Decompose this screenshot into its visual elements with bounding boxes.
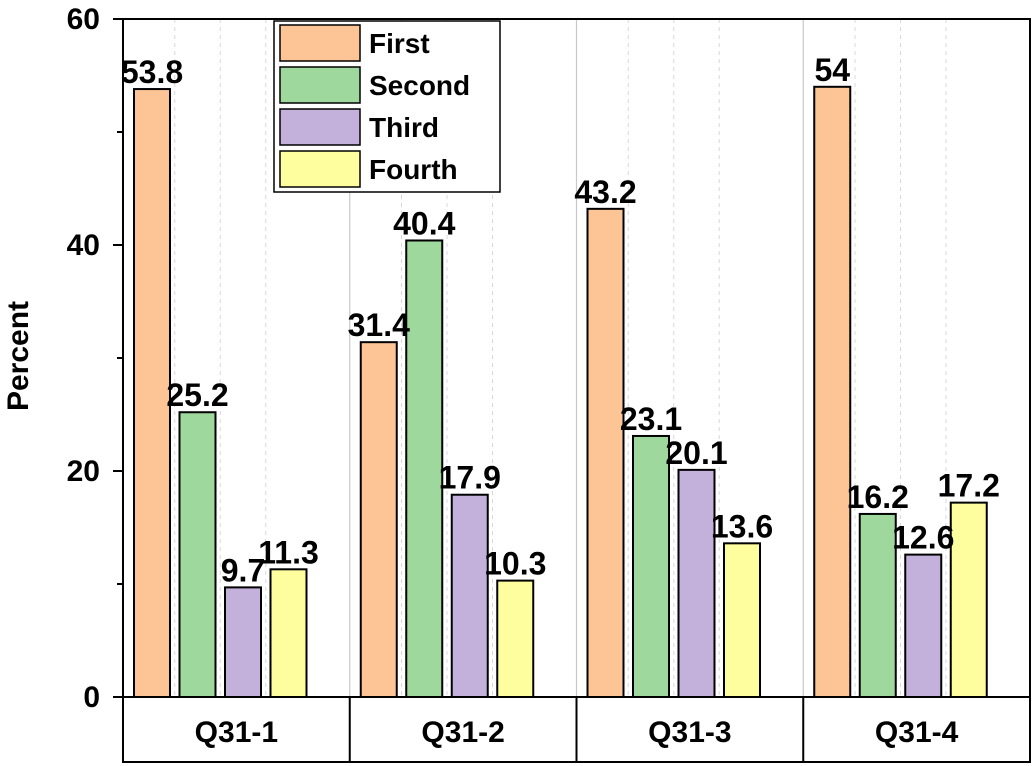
legend: First Second Third Fourth bbox=[273, 20, 501, 193]
data-label: 25.2 bbox=[166, 377, 228, 413]
bar-third-q31-2 bbox=[450, 493, 489, 699]
y-tick-label: 60 bbox=[67, 3, 100, 36]
data-label: 40.4 bbox=[393, 205, 455, 241]
bar-fourth-q31-3 bbox=[723, 542, 761, 698]
legend-swatch-first bbox=[279, 24, 361, 62]
legend-swatch-third bbox=[279, 108, 361, 146]
x-tick-label: Q31-3 bbox=[648, 716, 731, 749]
legend-label-third: Third bbox=[369, 112, 439, 143]
legend-label-first: First bbox=[369, 28, 430, 59]
data-label: 20.1 bbox=[665, 435, 727, 471]
data-label: 12.6 bbox=[892, 520, 954, 556]
bar-second-q31-2 bbox=[405, 239, 444, 698]
bar-third-q31-1 bbox=[224, 586, 262, 699]
data-label: 43.2 bbox=[574, 174, 636, 210]
legend-label-fourth: Fourth bbox=[369, 154, 458, 185]
data-label: 10.3 bbox=[484, 546, 546, 582]
bar-fourth-q31-4 bbox=[949, 501, 988, 699]
data-label: 17.9 bbox=[439, 460, 501, 496]
bar-first-q31-1 bbox=[133, 88, 171, 698]
data-label: 17.2 bbox=[938, 468, 1000, 504]
legend-swatch-fourth bbox=[279, 150, 361, 188]
y-tick-label: 40 bbox=[67, 229, 100, 262]
data-label: 16.2 bbox=[847, 479, 909, 515]
bar-first-q31-4 bbox=[813, 85, 852, 699]
x-tick-label: Q31-2 bbox=[421, 716, 504, 749]
x-tick-label: Q31-1 bbox=[195, 716, 278, 749]
legend-swatch-second bbox=[279, 66, 361, 104]
data-labels-layer: 53.8 25.2 9.711.3 31.4 40.4 17.9 10.3 43.2 23.12… bbox=[121, 52, 1000, 589]
bar-first-q31-2 bbox=[359, 341, 398, 698]
y-tick-label: 0 bbox=[83, 681, 100, 714]
data-label: 23.1 bbox=[620, 401, 682, 437]
data-label: 53.8 bbox=[121, 54, 183, 90]
x-tick-label: Q31-4 bbox=[875, 716, 959, 749]
axes-layer: Q31-1 Q31-2 Q31-3 Q31-4 0 20 40 60 bbox=[67, 3, 1031, 763]
bar-second-q31-4 bbox=[858, 512, 897, 698]
bar-fourth-q31-2 bbox=[496, 579, 535, 698]
data-label: 31.4 bbox=[348, 307, 410, 343]
bar-second-q31-3 bbox=[632, 434, 670, 698]
bar-fourth-q31-1 bbox=[269, 568, 308, 698]
y-axis-label: Percent bbox=[2, 301, 35, 411]
legend-label-second: Second bbox=[369, 70, 470, 101]
bar-second-q31-1 bbox=[178, 411, 217, 698]
bar-first-q31-3 bbox=[586, 207, 625, 698]
bar-third-q31-3 bbox=[677, 468, 716, 698]
data-label: 13.6 bbox=[711, 508, 773, 544]
y-tick-label: 20 bbox=[67, 455, 100, 488]
data-label: 11.3 bbox=[258, 534, 319, 570]
data-label: 54 bbox=[814, 52, 850, 88]
data-label: 9.7 bbox=[221, 552, 265, 588]
bar-third-q31-4 bbox=[904, 553, 943, 698]
bars-layer bbox=[133, 85, 988, 699]
